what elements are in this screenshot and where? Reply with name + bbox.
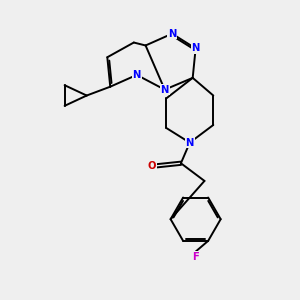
Text: N: N <box>133 70 141 80</box>
Text: N: N <box>160 85 169 94</box>
Text: O: O <box>147 161 156 171</box>
Text: F: F <box>192 252 199 262</box>
Text: N: N <box>186 138 194 148</box>
Text: N: N <box>191 44 200 53</box>
Text: N: N <box>168 29 176 39</box>
